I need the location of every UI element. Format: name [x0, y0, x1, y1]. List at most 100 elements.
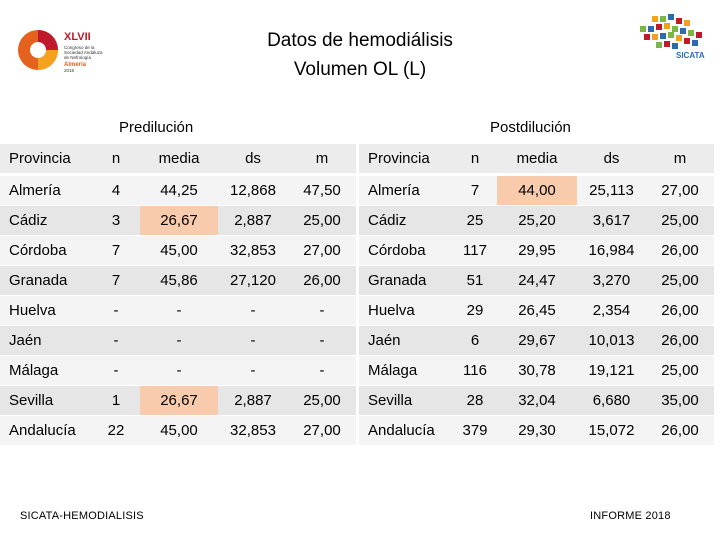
- table-row: Cádiz 3 26,67 2,887 25,00: [0, 205, 356, 236]
- cell-n: 28: [453, 385, 497, 416]
- cell-ds: -: [218, 295, 288, 326]
- cell-provincia: Huelva: [359, 295, 453, 326]
- table-row: Sevilla 28 32,04 6,680 35,00: [359, 385, 714, 416]
- cell-m: 26,00: [646, 325, 714, 356]
- table-header-row: Provincia n media ds m: [0, 144, 356, 176]
- cell-media-highlight: 26,67: [140, 205, 218, 236]
- cell-provincia: Almería: [359, 174, 453, 206]
- cell-ds: 25,113: [577, 174, 646, 206]
- cell-m: -: [288, 355, 356, 386]
- table-row: Jaén - - - -: [0, 325, 356, 356]
- cell-provincia: Andalucía: [359, 415, 453, 446]
- cell-m: -: [288, 295, 356, 326]
- column-header-n: n: [92, 144, 140, 176]
- cell-m: 26,00: [646, 295, 714, 326]
- cell-m: 35,00: [646, 385, 714, 416]
- table-row: Granada 7 45,86 27,120 26,00: [0, 265, 356, 296]
- cell-media: 26,45: [497, 295, 577, 326]
- cell-provincia: Málaga: [359, 355, 453, 386]
- cell-m: 25,00: [646, 355, 714, 386]
- cell-provincia: Cádiz: [359, 205, 453, 236]
- table-row: Málaga - - - -: [0, 355, 356, 386]
- cell-ds: 2,887: [218, 205, 288, 236]
- footer-right: INFORME 2018: [590, 510, 671, 522]
- cell-provincia: Málaga: [0, 355, 92, 386]
- sicata-logo: SICATA: [630, 6, 710, 64]
- cell-n: 51: [453, 265, 497, 296]
- cell-n: 29: [453, 295, 497, 326]
- cell-m: 25,00: [288, 385, 356, 416]
- cell-n: 25: [453, 205, 497, 236]
- cell-n: 3: [92, 205, 140, 236]
- cell-ds: 19,121: [577, 355, 646, 386]
- cell-media: 29,30: [497, 415, 577, 446]
- cell-n: 1: [92, 385, 140, 416]
- title-line-2: Volumen OL (L): [293, 59, 427, 80]
- table-row: Granada 51 24,47 3,270 25,00: [359, 265, 714, 296]
- cell-ds: 15,072: [577, 415, 646, 446]
- table-row: Almería 7 44,00 25,113 27,00: [359, 174, 714, 206]
- cell-provincia: Córdoba: [0, 235, 92, 266]
- column-header-media: media: [140, 144, 218, 176]
- table-row: Andalucía 22 45,00 32,853 27,00: [0, 415, 356, 446]
- cell-media-highlight: 44,00: [497, 174, 577, 206]
- cell-ds: -: [218, 355, 288, 386]
- cell-m: 27,00: [646, 174, 714, 206]
- cell-provincia: Granada: [0, 265, 92, 296]
- logo-text-2: Congreso de la: [64, 45, 95, 50]
- column-header-ds: ds: [577, 144, 646, 176]
- cell-n: 379: [453, 415, 497, 446]
- cell-m: 25,00: [646, 205, 714, 236]
- cell-provincia: Almería: [0, 174, 92, 206]
- table-row: Huelva 29 26,45 2,354 26,00: [359, 295, 714, 326]
- cell-n: 7: [453, 174, 497, 206]
- table-row: Sevilla 1 26,67 2,887 25,00: [0, 385, 356, 416]
- cell-provincia: Andalucía: [0, 415, 92, 446]
- cell-provincia: Jaén: [359, 325, 453, 356]
- cell-ds: 27,120: [218, 265, 288, 296]
- cell-media: 30,78: [497, 355, 577, 386]
- cell-n: 6: [453, 325, 497, 356]
- sicata-logo-text: SICATA: [676, 51, 705, 60]
- cell-n: 4: [92, 174, 140, 206]
- postdilucion-table: Provincia n media ds m Almería 7 44,00 2…: [359, 144, 714, 446]
- cell-media: -: [140, 355, 218, 386]
- cell-media: 24,47: [497, 265, 577, 296]
- logo-text-1: XLVII: [64, 31, 91, 43]
- cell-provincia: Cádiz: [0, 205, 92, 236]
- column-header-media: media: [497, 144, 577, 176]
- table-row: Córdoba 117 29,95 16,984 26,00: [359, 235, 714, 266]
- cell-m: 27,00: [288, 235, 356, 266]
- cell-n: -: [92, 295, 140, 326]
- cell-ds: 10,013: [577, 325, 646, 356]
- cell-n: -: [92, 325, 140, 356]
- table-row: Andalucía 379 29,30 15,072 26,00: [359, 415, 714, 446]
- column-header-ds: ds: [218, 144, 288, 176]
- table-row: Málaga 116 30,78 19,121 25,00: [359, 355, 714, 386]
- title-line-1: Datos de hemodiálisis: [267, 30, 453, 51]
- cell-media: 45,86: [140, 265, 218, 296]
- column-header-provincia: Provincia: [0, 144, 92, 176]
- column-header-m: m: [646, 144, 714, 176]
- cell-m: 27,00: [288, 415, 356, 446]
- cell-provincia: Sevilla: [359, 385, 453, 416]
- cell-media: 44,25: [140, 174, 218, 206]
- cell-media: -: [140, 325, 218, 356]
- cell-n: -: [92, 355, 140, 386]
- cell-m: 26,00: [646, 415, 714, 446]
- cell-m: -: [288, 325, 356, 356]
- cell-n: 7: [92, 235, 140, 266]
- cell-m: 25,00: [646, 265, 714, 296]
- cell-media: -: [140, 295, 218, 326]
- congress-logo: XLVII Congreso de la Sociedad Andaluza d…: [14, 22, 114, 78]
- logo-text-4: de Nefrología: [64, 55, 92, 60]
- predilucion-label: Predilución: [119, 119, 194, 136]
- column-header-provincia: Provincia: [359, 144, 453, 176]
- postdilucion-label: Postdilución: [490, 119, 571, 136]
- cell-media: 25,20: [497, 205, 577, 236]
- table-header-row: Provincia n media ds m: [359, 144, 714, 176]
- cell-media: 45,00: [140, 415, 218, 446]
- cell-ds: 16,984: [577, 235, 646, 266]
- footer-left: SICATA-HEMODIALISIS: [20, 510, 144, 522]
- cell-ds: 12,868: [218, 174, 288, 206]
